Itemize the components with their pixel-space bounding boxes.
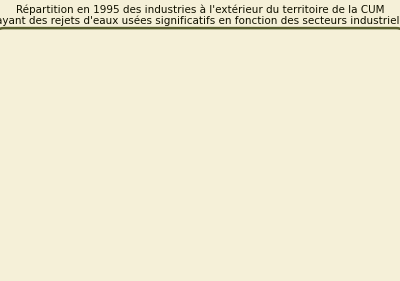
Ellipse shape bbox=[126, 224, 274, 239]
Text: ayant des rejets d'eaux usées significatifs en fonction des secteurs industriels: ayant des rejets d'eaux usées significat… bbox=[0, 15, 400, 26]
Text: Transformation
du bois
6 %: Transformation du bois 6 % bbox=[28, 103, 106, 138]
Text: Métallurgie primaire
3 %: Métallurgie primaire 3 % bbox=[270, 79, 376, 101]
Wedge shape bbox=[132, 113, 200, 154]
Text: Agroalimentaire
38 %: Agroalimentaire 38 % bbox=[174, 258, 264, 280]
Text: Transformation
du métal
16 %: Transformation du métal 16 % bbox=[292, 178, 370, 213]
Text: Répartition en 1995 des industries à l'extérieur du territoire de la CUM: Répartition en 1995 des industries à l'e… bbox=[16, 4, 384, 15]
Wedge shape bbox=[178, 84, 200, 154]
Text: Raffinage du pétrole
0,08 %: Raffinage du pétrole 0,08 % bbox=[249, 53, 356, 75]
Wedge shape bbox=[200, 121, 270, 188]
Text: Industries
diverses
10 %: Industries diverses 10 % bbox=[76, 57, 128, 92]
Text: Chimie
14 %: Chimie 14 % bbox=[294, 121, 330, 143]
Text: Textile et
vêtement
8 %: Textile et vêtement 8 % bbox=[50, 155, 100, 189]
Wedge shape bbox=[130, 137, 200, 172]
Wedge shape bbox=[200, 85, 262, 154]
Text: (Tiré de Dartois, 1999): (Tiré de Dartois, 1999) bbox=[219, 257, 321, 266]
Text: Pâtes et
papiers
5 %: Pâtes et papiers 5 % bbox=[186, 53, 227, 87]
Wedge shape bbox=[132, 154, 261, 224]
Wedge shape bbox=[143, 88, 200, 154]
Wedge shape bbox=[200, 84, 214, 154]
